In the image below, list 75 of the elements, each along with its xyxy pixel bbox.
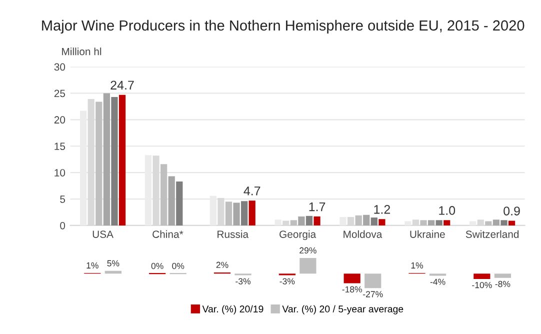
bar [168,176,175,226]
data-label: -3% [236,278,250,284]
bar [274,220,282,226]
y-tick-label: 15 [54,142,66,150]
data-label: 29% [300,247,316,254]
bar [306,216,313,226]
y-tick-label: 20 [54,116,66,124]
chart-title: Major Wine Producers in the Nothern Hemisphere outside EU, 2015 - 2020 [42,20,524,34]
y-tick-label: 5 [60,196,66,203]
x-tick-label: Moldova [344,230,382,238]
data-label: -4% [430,278,446,285]
y-tick-label: 10 [54,169,66,176]
data-label: 1% [86,262,98,269]
data-label: -8% [495,280,510,288]
data-label: 0% [172,262,184,270]
bar [233,202,240,226]
legend-label: Var. (%) 20/19 [202,305,264,314]
data-label: 1.0 [439,206,456,215]
x-tick-label: Ukraine [410,230,445,238]
bar [225,202,232,226]
data-label: 1.7 [309,202,326,212]
data-label: 1.2 [374,205,390,214]
bar [290,220,297,226]
bar [404,221,412,226]
bar [508,220,516,226]
bar [111,96,118,226]
data-label: 1% [411,262,424,269]
bar [444,220,450,226]
bar [494,274,512,278]
bar [500,220,508,226]
bar [248,200,256,226]
x-tick-label: Switzerland [466,230,519,238]
y-tick-label: 30 [54,63,66,71]
bar [298,216,305,226]
bar [118,94,126,226]
x-tick-label: Georgia [280,230,316,240]
data-label: -10% [472,282,492,288]
bar [470,221,476,226]
bar [436,220,442,226]
bar [104,270,122,274]
bar [340,216,346,226]
data-label: 24.7 [110,80,134,90]
bar [474,274,490,279]
bar [428,220,435,226]
data-label: 5% [107,260,120,266]
bar [378,219,386,226]
bar [485,221,492,226]
bar [314,216,320,226]
data-label: 0.9 [504,206,520,216]
bar [355,215,362,226]
bar [492,220,500,226]
bar [103,93,110,226]
bar [300,258,316,274]
x-tick-label: Russia [218,230,249,238]
bar [370,218,378,226]
data-label: 4.7 [244,186,260,196]
data-label: 2% [216,262,228,268]
bar [176,182,183,226]
bar [420,220,427,226]
bar [364,274,382,288]
bar [96,102,102,226]
data-label: 0% [151,262,164,270]
data-label: -27% [363,291,383,298]
data-label: -3% [280,278,295,284]
x-tick-label: USA [92,230,114,238]
bar [241,201,248,226]
y-tick-label: 0 [60,222,66,230]
data-label: -18% [342,286,362,292]
y-tick-label: 25 [54,90,66,98]
y-axis-title: Million hl [62,48,102,56]
x-tick-label: China* [152,230,184,238]
bar [344,274,360,284]
legend-label: Var. (%) 20 / 5-year average [282,305,404,314]
bar [363,214,370,226]
bar [160,164,168,226]
